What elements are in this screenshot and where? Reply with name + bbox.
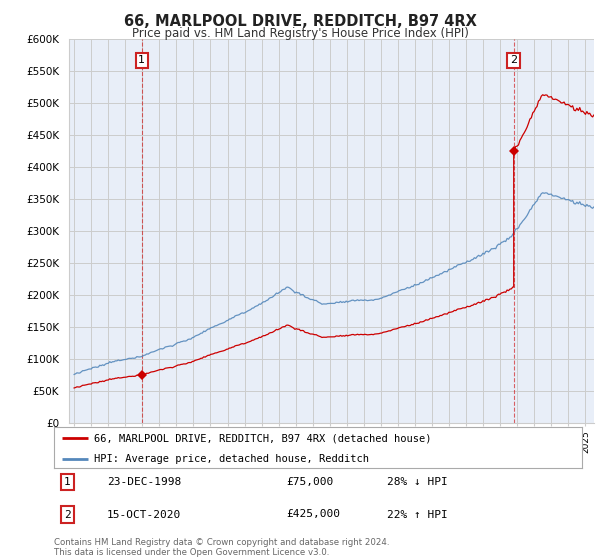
Text: 15-OCT-2020: 15-OCT-2020 bbox=[107, 510, 181, 520]
Text: £425,000: £425,000 bbox=[286, 510, 340, 520]
Text: HPI: Average price, detached house, Redditch: HPI: Average price, detached house, Redd… bbox=[94, 454, 368, 464]
Text: 1: 1 bbox=[138, 55, 145, 66]
Text: 28% ↓ HPI: 28% ↓ HPI bbox=[386, 477, 448, 487]
Text: 2: 2 bbox=[64, 510, 71, 520]
Text: 2: 2 bbox=[510, 55, 517, 66]
Text: 23-DEC-1998: 23-DEC-1998 bbox=[107, 477, 181, 487]
Text: 22% ↑ HPI: 22% ↑ HPI bbox=[386, 510, 448, 520]
Text: 1: 1 bbox=[64, 477, 71, 487]
Text: Price paid vs. HM Land Registry's House Price Index (HPI): Price paid vs. HM Land Registry's House … bbox=[131, 27, 469, 40]
Text: 66, MARLPOOL DRIVE, REDDITCH, B97 4RX: 66, MARLPOOL DRIVE, REDDITCH, B97 4RX bbox=[124, 14, 476, 29]
Text: £75,000: £75,000 bbox=[286, 477, 334, 487]
Text: 66, MARLPOOL DRIVE, REDDITCH, B97 4RX (detached house): 66, MARLPOOL DRIVE, REDDITCH, B97 4RX (d… bbox=[94, 433, 431, 443]
Text: Contains HM Land Registry data © Crown copyright and database right 2024.
This d: Contains HM Land Registry data © Crown c… bbox=[54, 538, 389, 557]
